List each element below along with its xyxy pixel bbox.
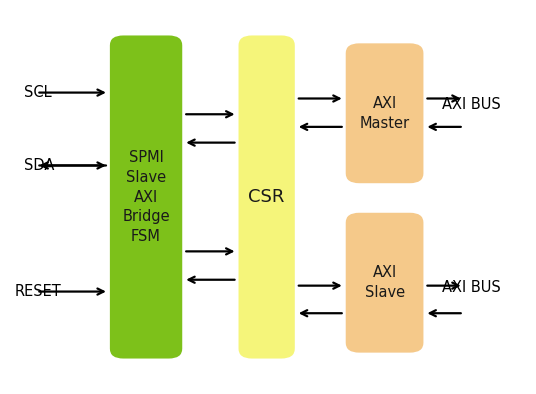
Text: SDA: SDA xyxy=(24,158,55,173)
FancyBboxPatch shape xyxy=(110,35,182,359)
FancyBboxPatch shape xyxy=(346,43,423,183)
FancyBboxPatch shape xyxy=(346,213,423,353)
Text: AXI
Slave: AXI Slave xyxy=(364,265,405,300)
Text: AXI
Master: AXI Master xyxy=(360,96,410,131)
Text: CSR: CSR xyxy=(249,188,285,206)
FancyBboxPatch shape xyxy=(239,35,295,359)
Text: AXI BUS: AXI BUS xyxy=(442,280,501,295)
Text: SCL: SCL xyxy=(24,85,52,100)
Text: AXI BUS: AXI BUS xyxy=(442,97,501,112)
Text: RESET: RESET xyxy=(15,284,62,299)
Text: SPMI
Slave
AXI
Bridge
FSM: SPMI Slave AXI Bridge FSM xyxy=(122,150,170,244)
